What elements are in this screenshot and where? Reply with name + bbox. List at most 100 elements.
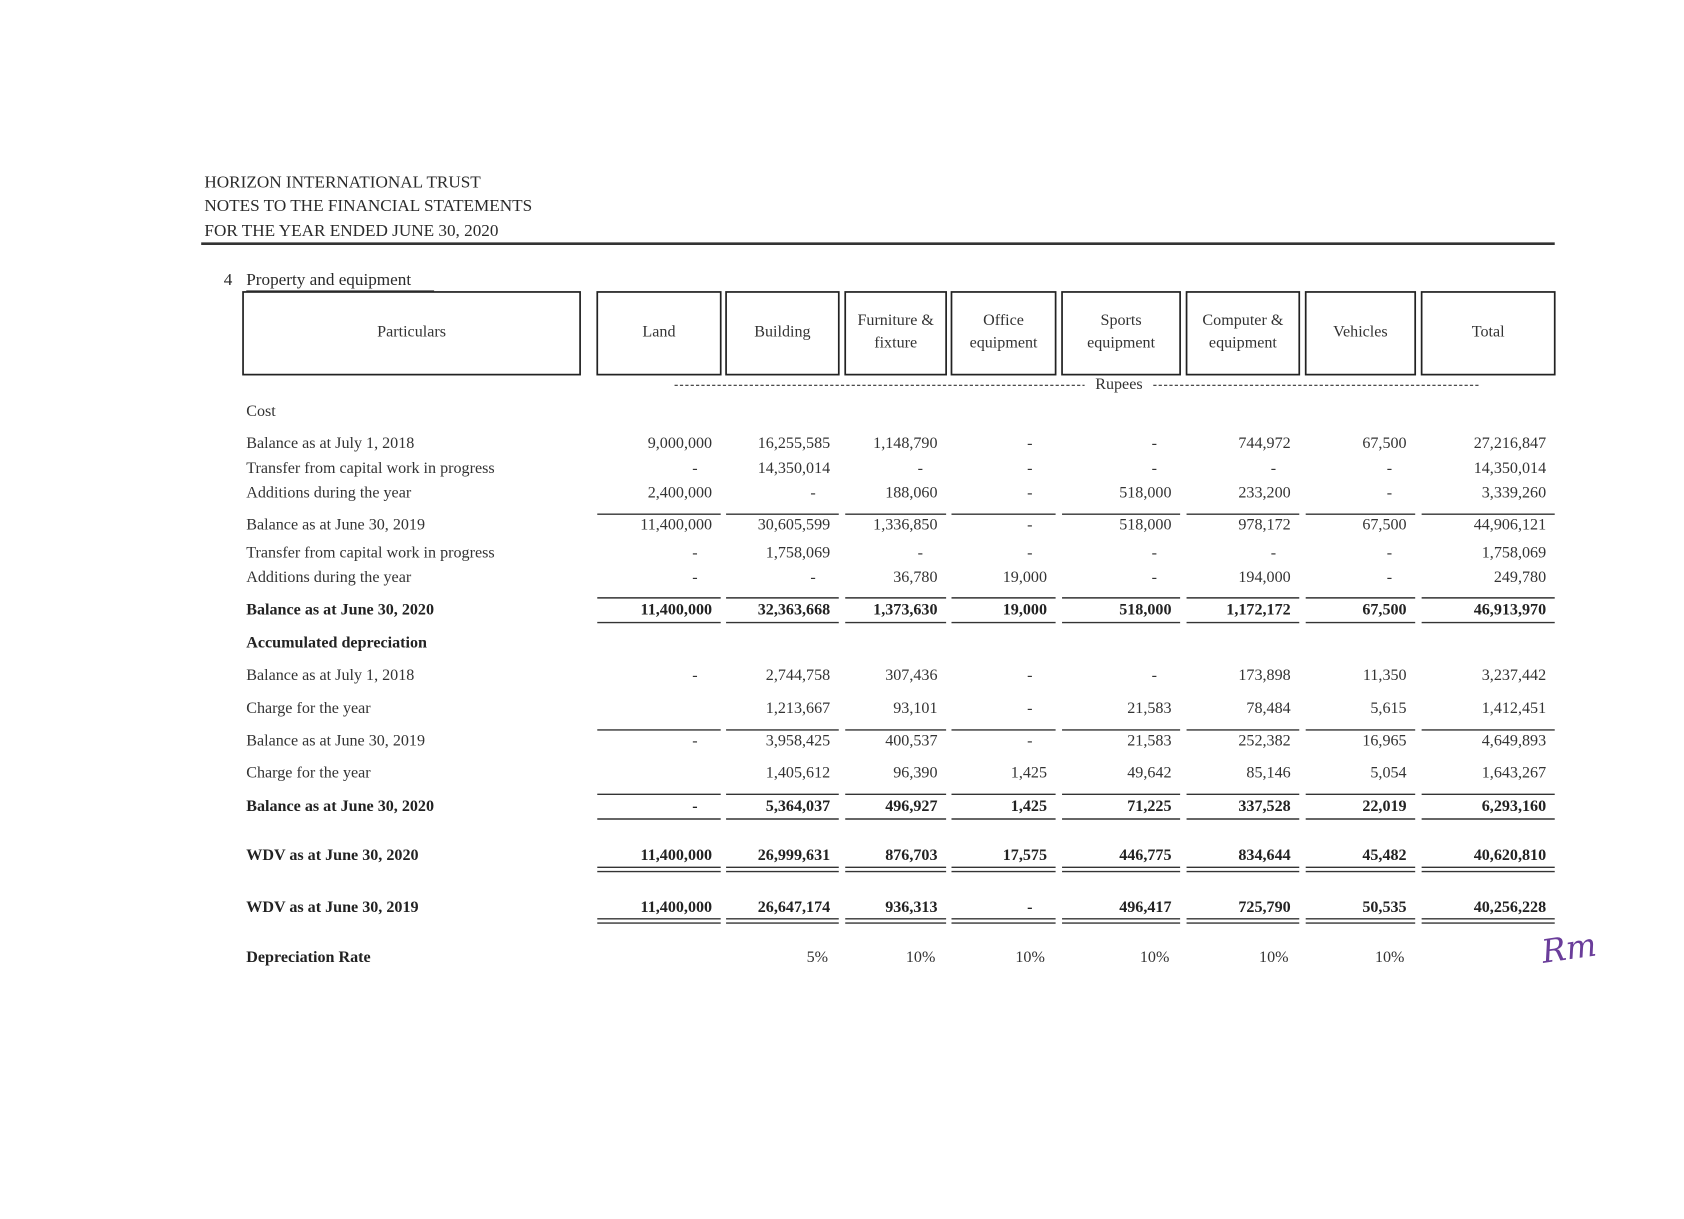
cell: 252,382 — [1238, 732, 1290, 749]
cell: 1,758,069 — [1482, 545, 1546, 562]
cell: 10% — [1375, 949, 1405, 966]
cell: - — [1152, 667, 1157, 684]
cell: - — [692, 569, 697, 586]
cell: 11,400,000 — [641, 601, 713, 618]
column-header-box — [596, 291, 722, 376]
cell: 11,400,000 — [641, 847, 713, 864]
row-label: Cost — [246, 403, 276, 420]
cell: 1,758,069 — [766, 545, 830, 562]
row-label: Transfer from capital work in progress — [246, 545, 494, 562]
row-label: Additions during the year — [246, 484, 412, 501]
cell: - — [1027, 435, 1032, 452]
column-header-box — [1420, 291, 1556, 376]
column-header: equipment — [970, 335, 1038, 352]
cell: - — [692, 545, 697, 562]
row-label: Charge for the year — [246, 765, 371, 782]
header-line: NOTES TO THE FINANCIAL STATEMENTS — [204, 196, 532, 215]
cell: - — [1027, 484, 1032, 501]
cell: 1,373,630 — [873, 601, 937, 618]
cell: 21,583 — [1127, 732, 1171, 749]
cell: 10% — [906, 949, 935, 966]
cell: 1,643,267 — [1482, 765, 1546, 782]
note-number: 4 — [224, 270, 233, 289]
cell: - — [1152, 545, 1157, 562]
cell: 6,293,160 — [1482, 798, 1546, 815]
column-header: Furniture & — [857, 312, 934, 329]
cell: - — [1027, 460, 1032, 477]
cell: 936,313 — [885, 899, 937, 916]
cell: 3,339,260 — [1482, 484, 1546, 501]
cell: - — [918, 460, 923, 477]
cell: 194,000 — [1238, 569, 1290, 586]
cell: 249,780 — [1494, 569, 1546, 586]
cell: 3,958,425 — [766, 732, 830, 749]
cell: - — [692, 667, 697, 684]
cell: 188,060 — [885, 484, 937, 501]
column-header: Office — [983, 312, 1024, 329]
cell: 1,172,172 — [1226, 601, 1290, 618]
cell: - — [1027, 899, 1032, 916]
cell: 27,216,847 — [1474, 435, 1546, 452]
cell: 518,000 — [1119, 484, 1171, 501]
column-header-box — [242, 291, 581, 376]
row-label: Balance as at June 30, 2019 — [246, 517, 425, 534]
cell: 78,484 — [1246, 700, 1290, 717]
row-label: Balance as at July 1, 2018 — [246, 667, 414, 684]
cell: 50,535 — [1362, 899, 1406, 916]
cell: 14,350,014 — [758, 460, 830, 477]
cell: 446,775 — [1119, 847, 1171, 864]
cell: 67,500 — [1362, 517, 1406, 534]
cell: 93,101 — [893, 700, 937, 717]
cell: 45,482 — [1362, 847, 1406, 864]
column-header: Particulars — [377, 323, 446, 340]
column-header-box — [1061, 291, 1181, 376]
cell: 11,350 — [1363, 667, 1407, 684]
cell: 26,999,631 — [758, 847, 830, 864]
cell: - — [692, 798, 697, 815]
cell: 978,172 — [1238, 517, 1290, 534]
column-header: equipment — [1209, 335, 1277, 352]
cell: - — [1387, 569, 1392, 586]
cell: - — [1387, 460, 1392, 477]
cell: - — [810, 484, 815, 501]
cell: 518,000 — [1119, 601, 1171, 618]
cell: 400,537 — [885, 732, 937, 749]
cell: 11,400,000 — [641, 899, 713, 916]
cell: 1,213,667 — [766, 700, 830, 717]
row-label: Depreciation Rate — [246, 949, 370, 966]
cell: 173,898 — [1238, 667, 1290, 684]
cell: 4,649,893 — [1482, 732, 1546, 749]
cell: - — [1387, 484, 1392, 501]
cell: 1,412,451 — [1482, 700, 1546, 717]
cell: - — [1152, 435, 1157, 452]
cell: 337,528 — [1238, 798, 1290, 815]
cell: 307,436 — [885, 667, 937, 684]
row-label: WDV as at June 30, 2020 — [246, 847, 418, 864]
cell: 21,583 — [1127, 700, 1171, 717]
column-header: Land — [642, 323, 675, 340]
cell: 16,255,585 — [758, 435, 830, 452]
unit-label: Rupees — [1095, 376, 1142, 393]
cell: 518,000 — [1119, 517, 1171, 534]
cell: 1,425 — [1011, 765, 1047, 782]
row-label: Additions during the year — [246, 569, 412, 586]
cell: 36,780 — [893, 569, 937, 586]
cell: 46,913,970 — [1474, 601, 1546, 618]
cell: - — [1271, 460, 1276, 477]
header-line: FOR THE YEAR ENDED JUNE 30, 2020 — [204, 221, 498, 240]
cell: 11,400,000 — [640, 517, 712, 534]
signature: Rm — [1538, 926, 1599, 971]
cell: 10% — [1140, 949, 1170, 966]
cell: - — [1271, 545, 1276, 562]
column-header: Total — [1472, 323, 1505, 340]
cell: 19,000 — [1003, 601, 1047, 618]
cell: - — [1027, 545, 1032, 562]
cell: 22,019 — [1362, 798, 1406, 815]
cell: 1,148,790 — [873, 435, 937, 452]
column-header-box — [1304, 291, 1417, 376]
cell: - — [918, 545, 923, 562]
cell: - — [1027, 700, 1032, 717]
row-label: Transfer from capital work in progress — [246, 460, 494, 477]
